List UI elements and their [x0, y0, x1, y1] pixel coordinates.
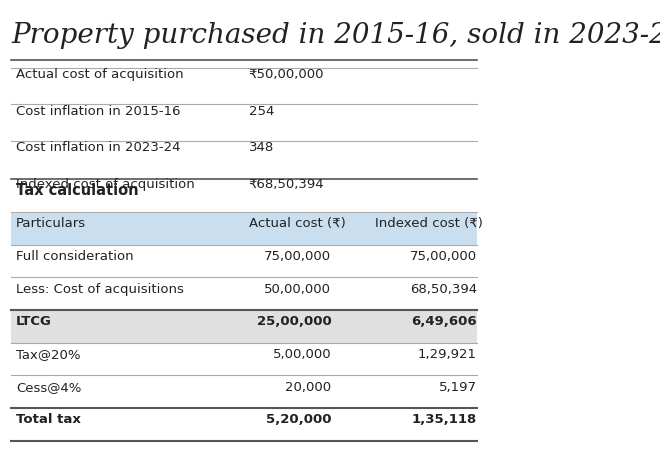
- Text: Total tax: Total tax: [16, 413, 81, 426]
- Text: 6,49,606: 6,49,606: [411, 315, 477, 328]
- Text: Particulars: Particulars: [16, 216, 86, 230]
- Text: Indexed cost of acquisition: Indexed cost of acquisition: [16, 178, 195, 191]
- Text: 254: 254: [249, 105, 274, 118]
- Text: Tax@20%: Tax@20%: [16, 348, 81, 361]
- Text: 5,197: 5,197: [439, 381, 477, 394]
- Text: ₹50,00,000: ₹50,00,000: [249, 68, 324, 81]
- Text: Cost inflation in 2023-24: Cost inflation in 2023-24: [16, 141, 180, 154]
- Text: 5,00,000: 5,00,000: [273, 348, 331, 361]
- Text: 1,35,118: 1,35,118: [412, 413, 477, 426]
- Text: 75,00,000: 75,00,000: [264, 250, 331, 263]
- Text: ₹68,50,394: ₹68,50,394: [249, 178, 325, 191]
- Text: Tax calculation: Tax calculation: [16, 183, 139, 198]
- Text: 348: 348: [249, 141, 274, 154]
- FancyBboxPatch shape: [11, 212, 477, 245]
- FancyBboxPatch shape: [11, 310, 477, 342]
- Text: Full consideration: Full consideration: [16, 250, 133, 263]
- Text: Less: Cost of acquisitions: Less: Cost of acquisitions: [16, 283, 184, 296]
- Text: 50,00,000: 50,00,000: [264, 283, 331, 296]
- Text: Cost inflation in 2015-16: Cost inflation in 2015-16: [16, 105, 180, 118]
- Text: Property purchased in 2015-16, sold in 2023-24: Property purchased in 2015-16, sold in 2…: [11, 22, 660, 49]
- Text: 5,20,000: 5,20,000: [266, 413, 331, 426]
- Text: 75,00,000: 75,00,000: [410, 250, 477, 263]
- Text: Actual cost (₹): Actual cost (₹): [249, 216, 346, 230]
- Text: 68,50,394: 68,50,394: [410, 283, 477, 296]
- Text: 20,000: 20,000: [285, 381, 331, 394]
- Text: Cess@4%: Cess@4%: [16, 381, 81, 394]
- Text: Indexed cost (₹): Indexed cost (₹): [375, 216, 483, 230]
- Text: 1,29,921: 1,29,921: [418, 348, 477, 361]
- Text: Actual cost of acquisition: Actual cost of acquisition: [16, 68, 183, 81]
- Text: 25,00,000: 25,00,000: [257, 315, 331, 328]
- Text: LTCG: LTCG: [16, 315, 52, 328]
